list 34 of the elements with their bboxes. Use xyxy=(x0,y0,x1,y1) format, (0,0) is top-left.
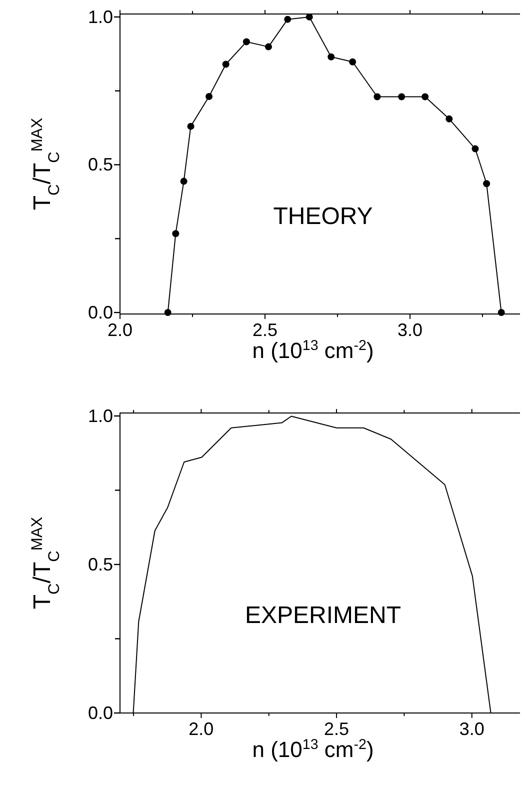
x-tick-label: 2.5 xyxy=(252,320,278,340)
point xyxy=(349,58,356,66)
point xyxy=(264,43,272,50)
point xyxy=(206,92,213,100)
point xyxy=(180,178,188,185)
point xyxy=(242,38,250,46)
point xyxy=(498,309,505,316)
y-tick-label: 0.5 xyxy=(88,554,113,574)
x-tick-label: 3.0 xyxy=(397,320,423,340)
x-tick-label: 2.0 xyxy=(107,320,133,340)
point xyxy=(172,230,180,238)
point xyxy=(187,122,194,130)
point xyxy=(284,16,292,23)
y-tick-label: 0.0 xyxy=(88,703,113,723)
point xyxy=(374,93,381,100)
x-tick-label: 2.5 xyxy=(324,719,350,739)
point xyxy=(222,60,230,68)
x-tick-label: 3.0 xyxy=(459,719,484,739)
y-tick-label: 0.0 xyxy=(88,302,113,323)
y-tick-label: 1.0 xyxy=(88,6,113,27)
x-axis-title: n (10$^{13}$ cm$^{-2}$) xyxy=(252,338,374,363)
x-tick-label: 2.0 xyxy=(188,719,214,739)
point xyxy=(164,309,172,316)
y-tick-label: 0.5 xyxy=(88,154,113,175)
point xyxy=(446,115,453,122)
point xyxy=(422,93,429,100)
point xyxy=(472,145,479,152)
y-tick-label: 1.0 xyxy=(88,406,113,426)
point xyxy=(328,53,335,60)
annotation: THEORY xyxy=(273,203,373,230)
x-axis-title: n (10$^{13}$ cm$^{-2}$) xyxy=(252,737,374,762)
annotation: EXPERIMENT xyxy=(244,602,402,629)
point xyxy=(398,93,406,100)
point xyxy=(483,180,490,188)
